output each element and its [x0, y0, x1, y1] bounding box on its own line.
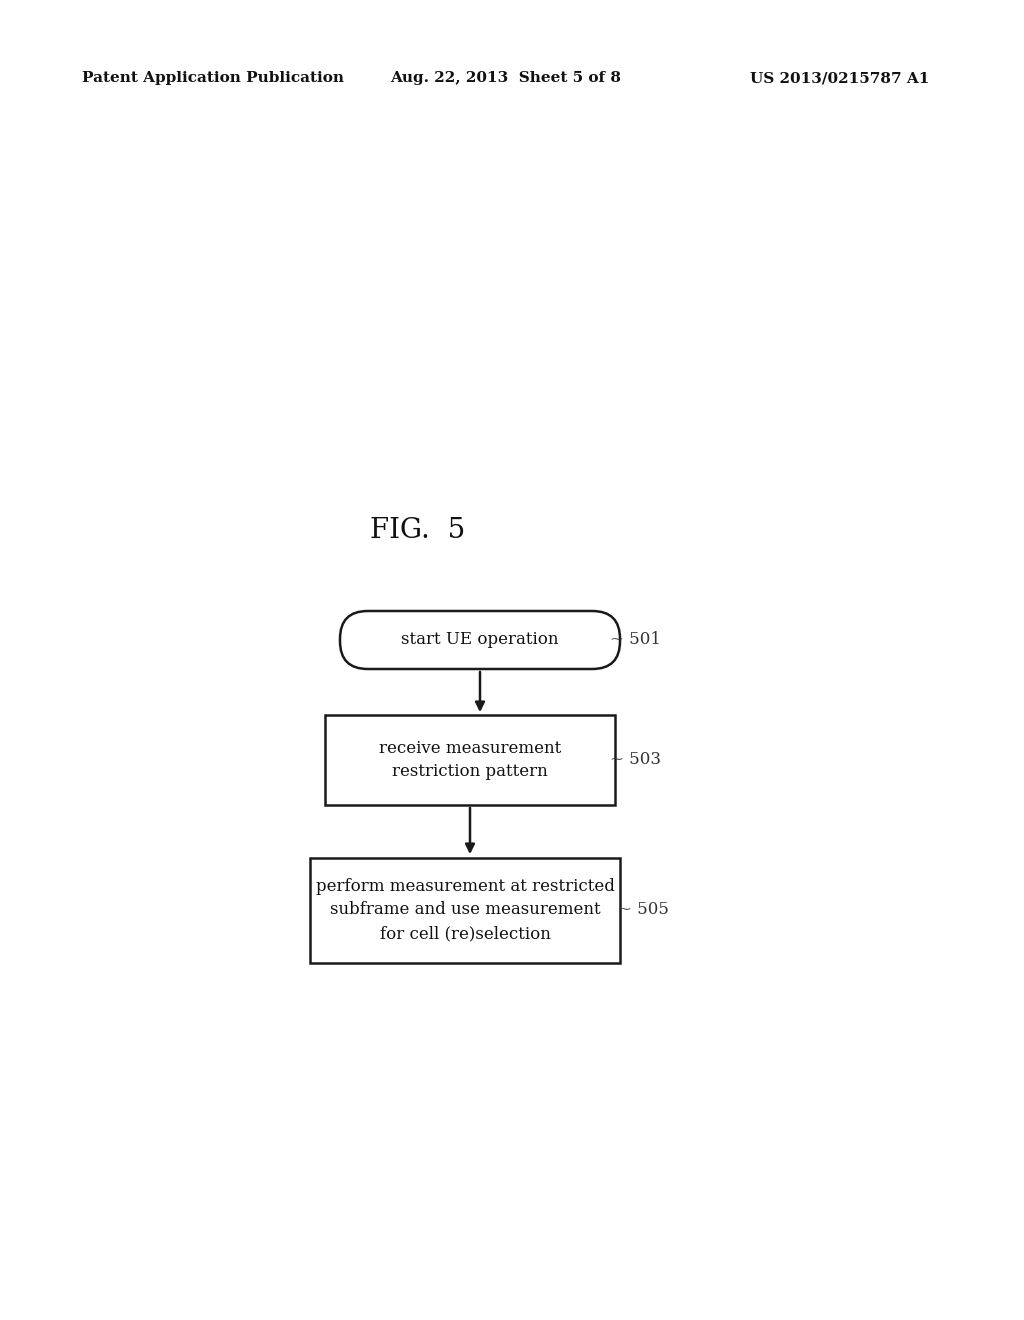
FancyBboxPatch shape	[325, 715, 615, 805]
FancyBboxPatch shape	[310, 858, 620, 962]
Text: Aug. 22, 2013  Sheet 5 of 8: Aug. 22, 2013 Sheet 5 of 8	[390, 71, 621, 84]
Text: perform measurement at restricted
subframe and use measurement
for cell (re)sele: perform measurement at restricted subfra…	[315, 878, 614, 942]
Text: US 2013/0215787 A1: US 2013/0215787 A1	[750, 71, 930, 84]
Text: ~ 501: ~ 501	[610, 631, 662, 648]
Text: ~ 503: ~ 503	[610, 751, 662, 768]
Text: receive measurement
restriction pattern: receive measurement restriction pattern	[379, 739, 561, 780]
FancyBboxPatch shape	[340, 611, 620, 669]
Text: FIG.  5: FIG. 5	[370, 516, 465, 544]
Text: ~ 505: ~ 505	[618, 902, 669, 919]
Text: start UE operation: start UE operation	[401, 631, 559, 648]
Text: Patent Application Publication: Patent Application Publication	[82, 71, 344, 84]
